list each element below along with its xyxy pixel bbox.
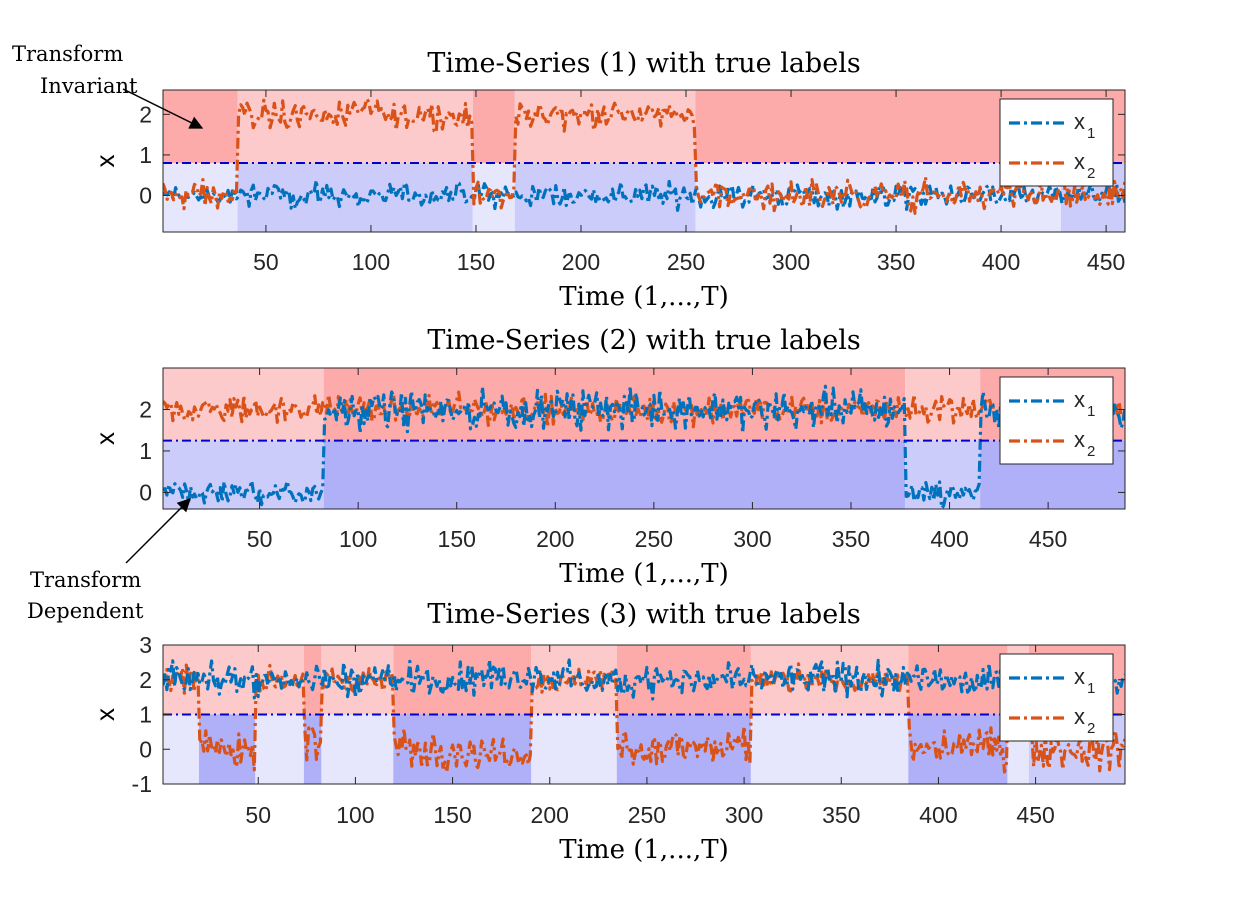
- x-tick-label: 50: [253, 249, 279, 275]
- x-tick-label: 450: [1087, 249, 1125, 275]
- x-tick-label: 300: [733, 526, 771, 552]
- x-tick-label: 300: [772, 249, 810, 275]
- dependent-annotation-line1: Transform: [30, 568, 141, 592]
- dependent-arrow: [125, 498, 191, 564]
- x-axis-label: Time (1,...,T): [559, 282, 728, 312]
- lower-label-band-5: [321, 714, 394, 784]
- x-axis-label: Time (1,...,T): [559, 835, 728, 865]
- x-tick-label: 50: [245, 802, 271, 828]
- dependent-annotation-line2: Dependent: [27, 599, 144, 623]
- x-tick-label: 150: [457, 249, 495, 275]
- legend-box: [999, 653, 1114, 742]
- series-x2-line: [163, 390, 1125, 429]
- lower-label-band-1: [163, 440, 324, 509]
- y-tick-label: 2: [139, 667, 152, 693]
- lower-label-band-3: [905, 440, 981, 509]
- upper-label-band-3: [472, 90, 515, 164]
- series-x1-line: [163, 178, 1125, 212]
- y-tick-label: 3: [139, 632, 152, 658]
- y-tick-label: 0: [139, 736, 152, 762]
- x-tick-label: 300: [725, 802, 763, 828]
- series-x1-line: [163, 384, 1125, 509]
- y-tick-label: 0: [139, 182, 152, 208]
- x-axis-label: Time (1,...,T): [559, 559, 728, 589]
- series-x2-line: [163, 97, 1125, 215]
- axes-box: [162, 367, 1126, 510]
- x-tick-label: 400: [930, 526, 968, 552]
- x-tick-label: 250: [628, 802, 666, 828]
- y-axis-label: x: [90, 708, 120, 721]
- invariant-annotation-line1: Transform: [12, 42, 123, 66]
- x-tick-label: 250: [635, 526, 673, 552]
- upper-label-band-4: [303, 645, 322, 715]
- x-tick-label: 350: [832, 526, 870, 552]
- lower-label-band-9: [750, 714, 909, 784]
- x-tick-label: 450: [1029, 526, 1067, 552]
- x-tick-label: 150: [433, 802, 471, 828]
- legend: x 1x 2: [999, 98, 1114, 187]
- x-tick-label: 450: [1016, 802, 1054, 828]
- label-bands: [163, 90, 1125, 232]
- legend-box: [999, 376, 1114, 465]
- x-tick-label: 200: [562, 249, 600, 275]
- x-tick-label: 200: [531, 802, 569, 828]
- upper-label-band-4: [514, 90, 696, 164]
- x-tick-label: 50: [247, 526, 273, 552]
- series-x1-line: [163, 658, 1125, 701]
- lower-label-band-4: [303, 714, 322, 784]
- chart-title: Time-Series (3) with true labels: [427, 599, 860, 630]
- upper-label-band-10: [908, 645, 1008, 715]
- y-tick-label: 2: [139, 396, 152, 422]
- lower-label-band-7: [531, 714, 617, 784]
- y-tick-label: 1: [139, 438, 152, 464]
- x-tick-label: 350: [822, 802, 860, 828]
- lower-label-band-3: [255, 714, 304, 784]
- y-axis-label: x: [90, 432, 120, 445]
- chart-panel-1: 50 100 150 200 250 300 350 400 450 0 1 2 Time-Series…: [90, 48, 1126, 312]
- x-tick-label: 350: [877, 249, 915, 275]
- lower-label-band-2: [323, 440, 906, 509]
- y-tick-label: 1: [139, 702, 152, 728]
- y-axis-label: x: [90, 155, 120, 168]
- y-tick-label: 1: [139, 142, 152, 168]
- legend: x 1x 2: [999, 376, 1114, 465]
- x-tick-label: 100: [339, 526, 377, 552]
- x-tick-label: 200: [536, 526, 574, 552]
- invariant-annotation-line2: Invariant: [40, 74, 138, 98]
- y-tick-label: -1: [132, 771, 152, 797]
- x-tick-label: 250: [667, 249, 705, 275]
- invariant-arrow: [122, 88, 204, 129]
- chart-title: Time-Series (2) with true labels: [427, 325, 860, 356]
- x-tick-label: 100: [352, 249, 390, 275]
- x-tick-label: 400: [982, 249, 1020, 275]
- y-tick-label: 0: [139, 479, 152, 505]
- chart-panel-2: 50 100 150 200 250 300 350 400 450 0 1 2 Time-Series…: [90, 325, 1126, 589]
- upper-label-band-3: [905, 368, 981, 441]
- y-tick-label: 2: [139, 101, 152, 127]
- x-tick-label: 150: [438, 526, 476, 552]
- chart-panel-3: 50 100 150 200 250 300 350 400 450 -1 0 1 2 3 Time-Ser…: [90, 599, 1126, 865]
- legend-box: [999, 98, 1114, 187]
- chart-title: Time-Series (1) with true labels: [427, 48, 860, 79]
- legend: x 1x 2: [999, 653, 1114, 742]
- axes-box: [162, 89, 1126, 233]
- x-tick-label: 100: [336, 802, 374, 828]
- x-tick-label: 400: [919, 802, 957, 828]
